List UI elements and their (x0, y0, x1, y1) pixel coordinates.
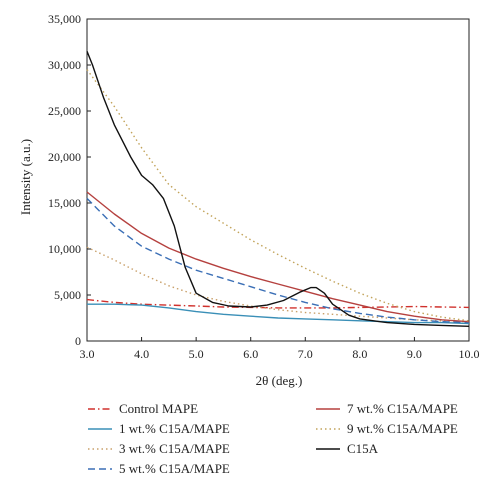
y-tick-label: 15,000 (48, 196, 81, 210)
legend-label: 5 wt.% C15A/MAPE (119, 461, 230, 476)
legend-label: 1 wt.% C15A/MAPE (119, 421, 230, 436)
legend-label: 7 wt.% C15A/MAPE (347, 401, 458, 416)
x-tick-label: 7.0 (298, 347, 313, 361)
plot-frame (86, 18, 470, 342)
legend: Control MAPE 1 wt.% C15A/MAPE 3 wt.% C15A/… (88, 401, 458, 476)
legend-label: 3 wt.% C15A/MAPE (119, 441, 230, 456)
series-line (86, 69, 470, 322)
y-tick-label: 35,000 (48, 12, 81, 26)
series-line (87, 303, 470, 325)
y-tick-label: 25,000 (48, 104, 81, 118)
y-axis-ticks: 0 5,000 10,000 15,000 20,000 25,000 30,000 35,0… (48, 12, 91, 348)
y-tick-label: 10,000 (48, 242, 81, 256)
x-tick-label: 8.0 (352, 347, 367, 361)
series-lines (86, 50, 470, 327)
x-tick-label: 4.0 (134, 347, 149, 361)
series-line (86, 191, 470, 323)
y-tick-label: 20,000 (48, 150, 81, 164)
x-tick-label: 10.0 (459, 347, 480, 361)
series-line (86, 197, 470, 324)
y-tick-label: 30,000 (48, 58, 81, 72)
x-axis-title: 2θ (deg.) (256, 373, 303, 388)
x-tick-label: 9.0 (407, 347, 422, 361)
legend-label: 9 wt.% C15A/MAPE (347, 421, 458, 436)
plot-area (86, 18, 470, 342)
y-tick-label: 0 (75, 334, 81, 348)
series-line (86, 50, 470, 327)
x-tick-label: 5.0 (189, 347, 204, 361)
series-line (86, 298, 470, 309)
legend-label: Control MAPE (119, 401, 198, 416)
legend-label: C15A (347, 441, 379, 456)
x-axis-ticks: 3.0 4.0 5.0 6.0 7.0 8.0 9.0 10.0 (80, 337, 480, 361)
x-tick-label: 6.0 (243, 347, 258, 361)
y-tick-label: 5,000 (54, 288, 81, 302)
y-axis-title: Intensity (a.u.) (18, 139, 33, 215)
x-tick-label: 3.0 (80, 347, 95, 361)
series-line (86, 246, 470, 323)
